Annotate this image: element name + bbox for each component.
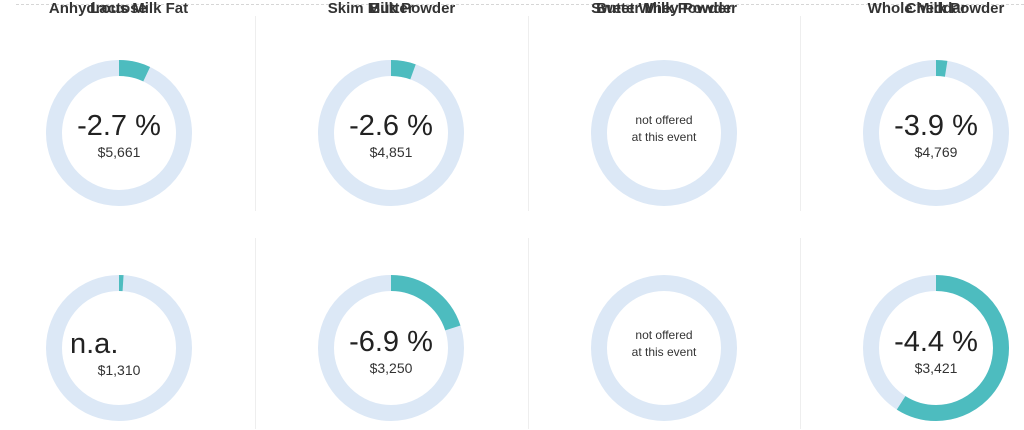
price-change-percent: -2.6 % xyxy=(349,110,433,142)
price-change-percent: -6.9 % xyxy=(349,326,433,358)
ring-center: -3.9 % $4,769 xyxy=(863,109,1009,161)
not-offered-text: at this event xyxy=(631,345,697,359)
donut-chart xyxy=(591,275,737,421)
donut-arc xyxy=(318,60,464,206)
price-change-ring xyxy=(863,60,1009,206)
product-title: Sweet Whey Powder xyxy=(591,0,737,17)
not-offered-text: at this event xyxy=(631,130,697,144)
product-price: $1,310 xyxy=(97,362,141,378)
price-change-ring xyxy=(46,275,192,421)
price-change-ring xyxy=(46,60,192,206)
price-change-ring xyxy=(318,60,464,206)
product-title: Skim Milk Powder xyxy=(327,0,456,17)
price-change-percent: -2.7 % xyxy=(77,110,161,142)
product-title: Butter xyxy=(369,0,414,17)
donut-chart xyxy=(863,60,1009,206)
product-card-butter-milk-powder[interactable] xyxy=(528,16,801,211)
top-divider xyxy=(16,4,1024,5)
donut-chart xyxy=(46,275,192,421)
ring-center: -2.6 % $4,851 xyxy=(318,109,464,161)
donut-chart xyxy=(318,275,464,421)
donut-chart xyxy=(591,60,737,206)
donut-arc xyxy=(863,60,1009,206)
price-change-ring xyxy=(591,60,737,206)
product-title: Anhydrous Milk Fat xyxy=(48,0,189,17)
donut-arc xyxy=(318,275,464,421)
product-card-cheddar[interactable] xyxy=(800,16,1024,211)
donut-track xyxy=(591,60,737,206)
ring-center: not offered at this event xyxy=(591,327,737,361)
donut-arc xyxy=(863,275,1009,421)
ring-center: -6.9 % $3,250 xyxy=(318,325,464,377)
donut-arc xyxy=(46,275,192,421)
product-price: $5,661 xyxy=(97,144,141,160)
product-card-butter[interactable] xyxy=(255,16,528,211)
price-change-percent: -3.9 % xyxy=(894,110,978,142)
product-title: Butter Milk Powder xyxy=(596,0,732,17)
price-change-percent: n.a. xyxy=(70,328,119,360)
product-price: $3,250 xyxy=(369,360,413,376)
product-title: Whole Milk Powder xyxy=(867,0,1005,17)
product-card-whole-milk-powder[interactable] xyxy=(800,238,1024,429)
not-offered-text: not offered xyxy=(635,113,693,127)
price-change-ring xyxy=(318,275,464,421)
ring-center: -4.4 % $3,421 xyxy=(863,325,1009,377)
product-price: $3,421 xyxy=(914,360,958,376)
price-change-ring xyxy=(591,275,737,421)
product-card-skim-milk-powder[interactable] xyxy=(255,238,528,429)
price-change-ring xyxy=(863,275,1009,421)
product-price: $4,769 xyxy=(914,144,958,160)
product-title: Lactose xyxy=(90,0,147,17)
ring-center: -2.7 % $5,661 xyxy=(46,109,192,161)
donut-track xyxy=(591,275,737,421)
ring-center-price: $1,310 xyxy=(46,361,192,379)
donut-chart xyxy=(863,275,1009,421)
product-price: $4,851 xyxy=(369,144,413,160)
donut-chart xyxy=(46,60,192,206)
product-card-sweet-whey-powder[interactable] xyxy=(528,238,801,429)
not-offered-text: not offered xyxy=(635,328,693,342)
donut-arc xyxy=(46,60,192,206)
ring-center-value: n.a. xyxy=(70,327,120,361)
ring-center: not offered at this event xyxy=(591,112,737,146)
product-title: Cheddar xyxy=(905,0,967,17)
price-change-percent: -4.4 % xyxy=(894,326,978,358)
donut-chart xyxy=(318,60,464,206)
